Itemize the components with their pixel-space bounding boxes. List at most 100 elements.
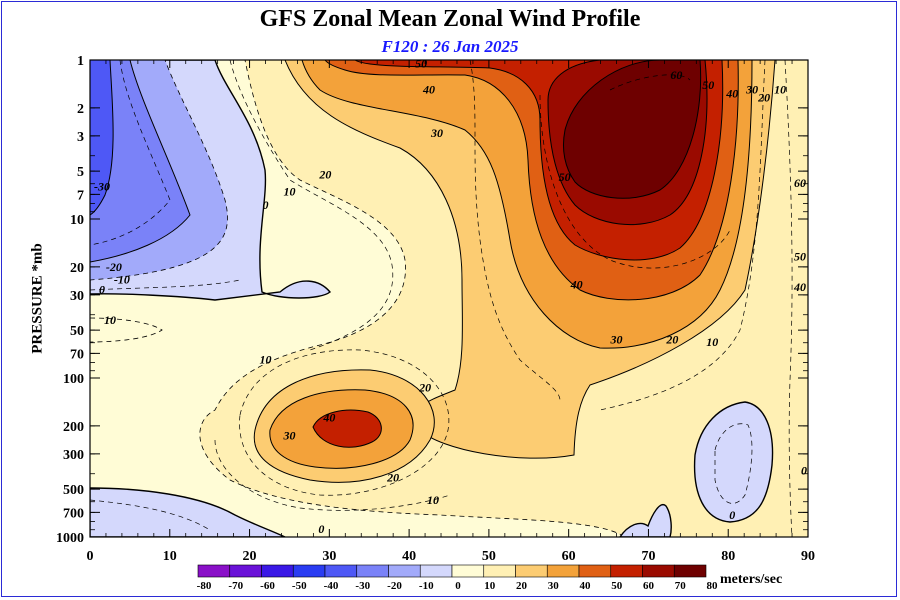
fill-pos-40-jet-low xyxy=(312,409,382,448)
contour-label: 0 xyxy=(801,464,807,478)
colorbar-label: -50 xyxy=(292,580,307,592)
colorbar-swatch xyxy=(451,564,485,578)
x-tick-label: 20 xyxy=(243,549,257,564)
colorbar-swatch xyxy=(419,564,453,578)
colorbar-label: -30 xyxy=(355,580,370,592)
contour-label: 30 xyxy=(745,82,758,96)
colorbar-swatch xyxy=(515,564,548,578)
contour-label: 0 xyxy=(729,508,735,522)
contour-label: 40 xyxy=(570,278,583,292)
y-tick-label: 300 xyxy=(63,448,84,463)
contour-label: 40 xyxy=(422,82,435,96)
contour-label: 0 xyxy=(99,283,105,297)
fill-pos-70 xyxy=(562,60,702,199)
colorbar-swatch xyxy=(610,564,643,578)
colorbar-swatch xyxy=(578,564,612,578)
fill-neg-20 xyxy=(90,60,191,263)
colorbar-swatch xyxy=(673,564,707,578)
colorbar-label: -20 xyxy=(387,580,402,592)
x-axis: 0 10 20 30 40 50 60 70 80 90 xyxy=(87,60,815,564)
contour-label: 10 xyxy=(774,82,786,96)
chart-subtitle: F120 : 26 Jan 2025 xyxy=(381,37,519,56)
contour-label: 40 xyxy=(322,410,335,424)
fill-neg-surface-right xyxy=(693,401,774,523)
contour-label: 0 xyxy=(263,198,269,212)
x-tick-label: 90 xyxy=(801,549,815,564)
colorbar-swatch xyxy=(642,564,675,578)
colorbar-swatch xyxy=(197,564,231,578)
y-tick-label: 700 xyxy=(63,506,84,521)
contour-label: 10 xyxy=(706,335,718,349)
contour-label: 40 xyxy=(725,87,738,101)
contour-label: 10 xyxy=(427,493,439,507)
plot-border xyxy=(89,59,809,538)
colorbar-label: -10 xyxy=(419,580,434,592)
colorbar-label: 20 xyxy=(516,580,528,592)
contour-label: 10 xyxy=(260,353,272,367)
y-tick-label: 2 xyxy=(77,102,84,117)
y-tick-label: 200 xyxy=(63,420,84,435)
contour-label: 60 xyxy=(794,176,806,190)
x-tick-label: 50 xyxy=(482,549,496,564)
contour-label: 60 xyxy=(670,68,682,82)
colorbar-label: 60 xyxy=(643,580,655,592)
contour-label: 30 xyxy=(610,333,623,347)
colorbar-label: 0 xyxy=(455,580,461,592)
x-tick-label: 30 xyxy=(322,549,336,564)
colorbar-label: -70 xyxy=(228,580,243,592)
colorbar-swatch xyxy=(261,564,294,578)
contour-label: 20 xyxy=(318,168,331,182)
y-tick-label: 1 xyxy=(77,54,84,69)
x-tick-label: 60 xyxy=(562,549,576,564)
contour-label: 50 xyxy=(559,170,571,184)
colorbar-label: 30 xyxy=(548,580,560,592)
contour-label: 10 xyxy=(283,184,295,198)
y-tick-label: 10 xyxy=(70,213,84,228)
contour-label: 0 xyxy=(318,522,324,536)
x-tick-label: 80 xyxy=(721,549,735,564)
colorbar-label: -60 xyxy=(260,580,275,592)
fill-neg-surface-right-2 xyxy=(619,503,672,537)
y-tick-label: 30 xyxy=(70,289,84,304)
contour-label: 30 xyxy=(430,126,443,140)
colorbar-swatch xyxy=(324,564,358,578)
x-tick-label: 10 xyxy=(163,549,177,564)
colorbar-swatch xyxy=(292,564,326,578)
colorbar-swatch xyxy=(356,564,389,578)
colorbar: -80 -70 -60 -50 -40 -30 -20 -10 0 10 20 30 40 50 60 70 8… xyxy=(197,564,782,592)
y-tick-label: 1000 xyxy=(56,531,84,546)
x-tick-label: 0 xyxy=(87,549,94,564)
contour-label: 20 xyxy=(665,333,678,347)
y-tick-label: 7 xyxy=(77,188,84,203)
contour-label: 50 xyxy=(794,250,806,264)
colorbar-swatch xyxy=(483,564,516,578)
y-tick-label: 70 xyxy=(70,347,84,362)
colorbar-label: -80 xyxy=(197,580,212,592)
y-tick-label: 50 xyxy=(70,324,84,339)
y-tick-label: 100 xyxy=(63,372,84,387)
contour-label: -30 xyxy=(94,179,110,193)
y-tick-label: 5 xyxy=(77,165,84,180)
x-tick-label: 40 xyxy=(402,549,416,564)
colorbar-label: 80 xyxy=(707,580,719,592)
colorbar-label: 50 xyxy=(611,580,623,592)
contour-label: 20 xyxy=(386,470,399,484)
contour-label: 30 xyxy=(282,428,295,442)
colorbar-swatch xyxy=(388,564,421,578)
x-tick-label: 70 xyxy=(641,549,655,564)
contour-label: 40 xyxy=(793,280,806,294)
fill-pos-10-left-bump xyxy=(90,317,163,343)
y-tick-label: 3 xyxy=(77,130,84,145)
dashed-contours xyxy=(90,60,793,537)
y-tick-label: 500 xyxy=(63,483,84,498)
colorbar-label: 40 xyxy=(580,580,592,592)
colorbar-label: 10 xyxy=(484,580,496,592)
colorbar-swatch xyxy=(229,564,262,578)
contour-fills xyxy=(90,60,808,537)
contour-label: 50 xyxy=(415,57,427,71)
contour-label: 50 xyxy=(702,78,714,92)
